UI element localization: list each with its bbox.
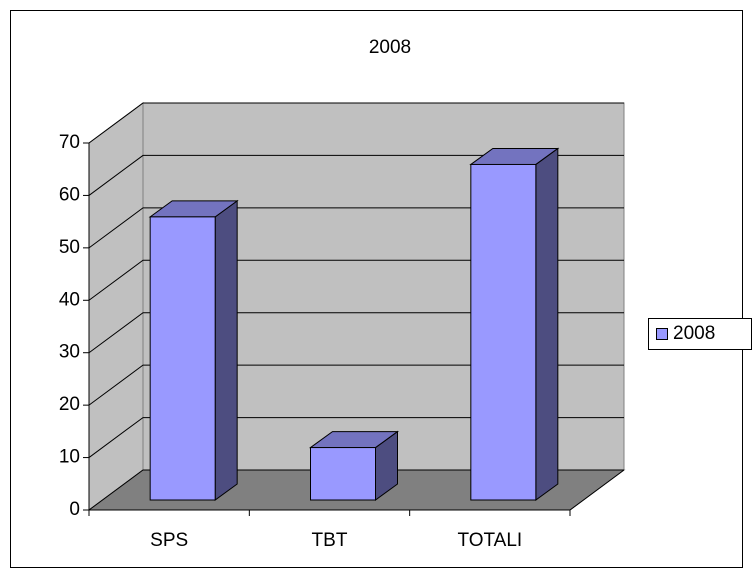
- grid-line: [88, 207, 624, 249]
- bar: [149, 216, 216, 501]
- grid-line: [88, 154, 624, 196]
- y-tick-label: 70: [59, 132, 80, 153]
- grid-line: [88, 102, 624, 144]
- bar: [470, 163, 537, 501]
- y-tick-label: 30: [59, 342, 80, 363]
- grid-line: [88, 259, 624, 301]
- y-tick-label: 10: [59, 447, 80, 468]
- bar: [310, 447, 376, 501]
- x-tick-label: TOTALI: [457, 530, 522, 551]
- bar-side: [535, 147, 559, 501]
- grid-line: [88, 469, 624, 511]
- y-tick-label: 60: [59, 184, 80, 205]
- y-tick-label: 20: [59, 394, 80, 415]
- y-tick-label: 40: [59, 289, 80, 310]
- chart-title: 2008: [369, 37, 411, 58]
- legend-label: 2008: [673, 323, 715, 344]
- grid-line: [88, 364, 624, 406]
- x-tick-label: TBT: [312, 530, 348, 551]
- y-tick-label: 50: [59, 237, 80, 258]
- side-wall: [88, 102, 144, 511]
- legend-swatch: [656, 328, 668, 340]
- grid-line: [88, 417, 624, 458]
- x-tick-label: SPS: [150, 530, 188, 551]
- grid-line: [88, 312, 624, 354]
- bar-side: [214, 199, 238, 501]
- y-tick-label: 0: [69, 499, 80, 520]
